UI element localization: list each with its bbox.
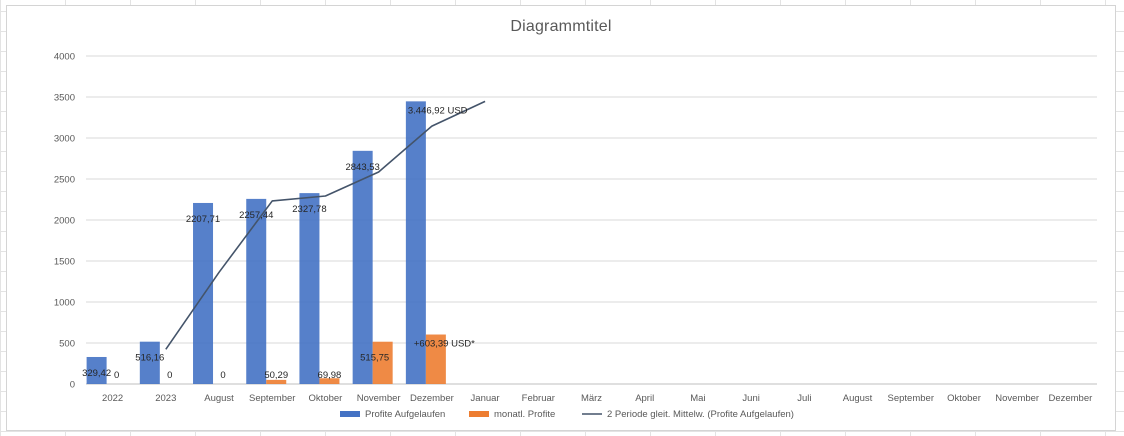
legend-label: monatl. Profite — [494, 409, 555, 420]
y-tick-label: 3500 — [54, 93, 75, 104]
x-tick-label: November — [357, 393, 401, 404]
x-tick-label: Januar — [471, 393, 500, 404]
data-label-monatl-profite: 50,29 — [264, 370, 288, 381]
x-tick-label: Dezember — [1048, 393, 1092, 404]
x-tick-label: Oktober — [309, 393, 343, 404]
data-label-monatl-profite: 515,75 — [360, 353, 389, 364]
legend-label: 2 Periode gleit. Mittelw. (Profite Aufge… — [607, 409, 794, 420]
y-tick-label: 1500 — [54, 257, 75, 268]
bar-monatl-profite — [425, 334, 446, 384]
chart-svg: 0 500 1000 1500 2000 2500 3000 3500 4000 2022 2023… — [54, 52, 1097, 420]
x-tick-label: September — [888, 393, 934, 404]
y-tick-label: 2000 — [54, 216, 75, 227]
bar-profite-aufgelaufen — [246, 198, 267, 384]
y-tick-label: 1000 — [54, 298, 75, 309]
chart-title[interactable]: Diagrammtitel — [510, 18, 612, 35]
bar-monatl-profite — [319, 378, 340, 384]
x-tick-label: August — [843, 393, 873, 404]
data-label-profite-aufgelaufen: 516,16 — [135, 353, 164, 364]
y-tick-label: 2500 — [54, 175, 75, 186]
y-tick-label: 0 — [70, 380, 75, 391]
bar-profite-aufgelaufen — [139, 341, 160, 384]
legend-swatch — [340, 411, 360, 417]
legend-label: Profite Aufgelaufen — [365, 409, 445, 420]
x-tick-label: September — [249, 393, 295, 404]
data-label-monatl-profite: 0 — [114, 370, 119, 381]
bar-profite-aufgelaufen — [352, 150, 373, 384]
legend-swatch — [469, 411, 489, 417]
data-label-profite-aufgelaufen: 329,42 — [82, 368, 111, 379]
y-tick-label: 4000 — [54, 52, 75, 63]
data-label-monatl-profite: 69,98 — [318, 370, 342, 381]
x-tick-label: Mai — [690, 393, 705, 404]
y-tick-label: 500 — [59, 339, 75, 350]
x-tick-label: Juni — [742, 393, 759, 404]
bar-profite-aufgelaufen — [299, 193, 320, 384]
data-label-monatl-profite: +603,39 USD* — [414, 339, 475, 350]
data-label-profite-aufgelaufen: 3.446,92 USD — [408, 105, 468, 116]
bar-profite-aufgelaufen — [86, 356, 107, 384]
x-tick-label: Oktober — [947, 393, 981, 404]
bar-profite-aufgelaufen — [405, 101, 426, 384]
bar-profite-aufgelaufen — [193, 202, 214, 384]
bar-monatl-profite — [266, 379, 287, 384]
data-label-profite-aufgelaufen: 2327,78 — [292, 204, 326, 215]
x-tick-label: Dezember — [410, 393, 454, 404]
x-tick-label: Juli — [797, 393, 811, 404]
x-tick-label: 2022 — [102, 393, 123, 404]
x-tick-label: März — [581, 393, 602, 404]
data-label-monatl-profite: 0 — [167, 370, 172, 381]
y-tick-label: 3000 — [54, 134, 75, 145]
x-tick-label: November — [995, 393, 1039, 404]
moving-average-line — [165, 100, 486, 350]
data-label-profite-aufgelaufen: 2207,71 — [186, 214, 220, 225]
x-tick-label: 2023 — [155, 393, 176, 404]
data-label-monatl-profite: 0 — [220, 370, 225, 381]
chart-area[interactable]: Diagrammtitel 0 500 1000 1500 2000 2500 3000 35… — [6, 5, 1116, 431]
bar-monatl-profite — [372, 341, 393, 384]
data-label-profite-aufgelaufen: 2257,44 — [239, 210, 273, 221]
data-label-profite-aufgelaufen: 2843,53 — [345, 162, 379, 173]
x-tick-label: April — [635, 393, 654, 404]
x-tick-label: Februar — [522, 393, 555, 404]
x-tick-label: August — [204, 393, 234, 404]
